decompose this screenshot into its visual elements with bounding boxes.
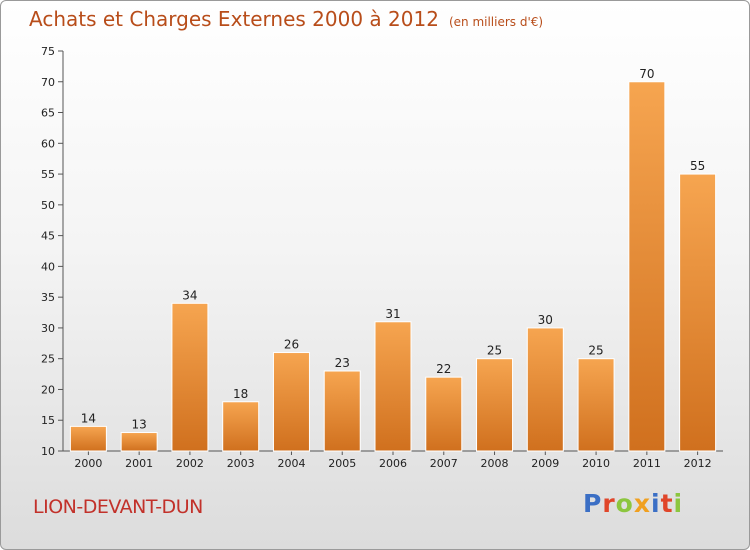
bar-value-label: 30: [538, 313, 553, 327]
bar-value-label: 25: [487, 344, 502, 358]
bars: [69, 81, 717, 452]
bar-2004: [272, 352, 310, 452]
y-tick-label: 15: [41, 414, 55, 427]
logo-letter: o: [615, 489, 634, 518]
y-tick-label: 25: [41, 353, 55, 366]
bar-2003: [222, 401, 260, 452]
bar-2008: [476, 358, 514, 452]
x-tick-label: 2008: [481, 457, 509, 470]
chart-title: Achats et Charges Externes 2000 à 2012 (e…: [29, 7, 543, 31]
bar-value-label: 34: [182, 288, 197, 302]
x-tick-label: 2012: [684, 457, 712, 470]
y-tick-label: 10: [41, 445, 55, 458]
bar-value-label: 26: [284, 338, 299, 352]
bar-value-label: 22: [436, 362, 451, 376]
x-tick-label: 2004: [277, 457, 305, 470]
x-tick-label: 2006: [379, 457, 407, 470]
y-tick-label: 35: [41, 291, 55, 304]
x-tick-label: 2007: [430, 457, 458, 470]
y-tick-label: 30: [41, 322, 55, 335]
x-tick-label: 2003: [227, 457, 255, 470]
y-tick-label: 55: [41, 168, 55, 181]
bar-value-label: 14: [81, 411, 96, 425]
bar-2011: [628, 81, 666, 452]
logo-letter: P: [583, 489, 603, 518]
y-tick-label: 70: [41, 76, 55, 89]
chart-title-text: Achats et Charges Externes 2000 à 2012: [29, 7, 439, 31]
y-tick-label: 20: [41, 383, 55, 396]
bar-2012: [679, 173, 717, 452]
bar-2007: [425, 376, 463, 452]
x-tick-label: 2010: [582, 457, 610, 470]
proxiti-logo[interactable]: Proxiti: [583, 489, 683, 518]
y-tick-label: 45: [41, 230, 55, 243]
bar-value-label: 70: [639, 67, 654, 81]
bar-2000: [69, 425, 107, 452]
logo-letter: t: [660, 489, 674, 518]
chart-subtitle: (en milliers d'€): [448, 15, 544, 29]
bar-2002: [171, 302, 209, 452]
y-tick-label: 40: [41, 260, 55, 273]
labels: 14 2000 13 2001 34 2002 18 2003 26 2004 23 2005 31 20…: [74, 67, 711, 470]
bar-2001: [120, 432, 158, 452]
y-tick-label: 75: [41, 45, 55, 58]
commune-name: LION-DEVANT-DUN: [33, 496, 203, 518]
bar-2006: [374, 321, 412, 452]
x-tick-label: 2000: [74, 457, 102, 470]
bar-2009: [526, 327, 564, 452]
x-tick-label: 2009: [531, 457, 559, 470]
logo-letter: i: [651, 489, 661, 518]
bar-value-label: 13: [132, 418, 147, 432]
bar-value-label: 23: [335, 356, 350, 370]
logo-letter: r: [602, 489, 616, 518]
bar-value-label: 25: [588, 344, 603, 358]
axes: 10 15 20 25 30 35 40 45 50 55 60 65 70 75: [41, 45, 723, 458]
logo-letter: i: [673, 489, 684, 518]
bar-2010: [577, 358, 615, 452]
y-tick-label: 60: [41, 137, 55, 150]
bar-value-label: 18: [233, 387, 248, 401]
logo-letter: x: [633, 489, 651, 518]
x-tick-label: 2001: [125, 457, 153, 470]
x-tick-label: 2002: [176, 457, 204, 470]
bar-value-label: 31: [385, 307, 400, 321]
bar-value-label: 55: [690, 159, 705, 173]
bar-2005: [323, 370, 361, 452]
y-tick-label: 50: [41, 199, 55, 212]
x-tick-label: 2011: [633, 457, 661, 470]
y-tick-label: 65: [41, 107, 55, 120]
x-tick-label: 2005: [328, 457, 356, 470]
